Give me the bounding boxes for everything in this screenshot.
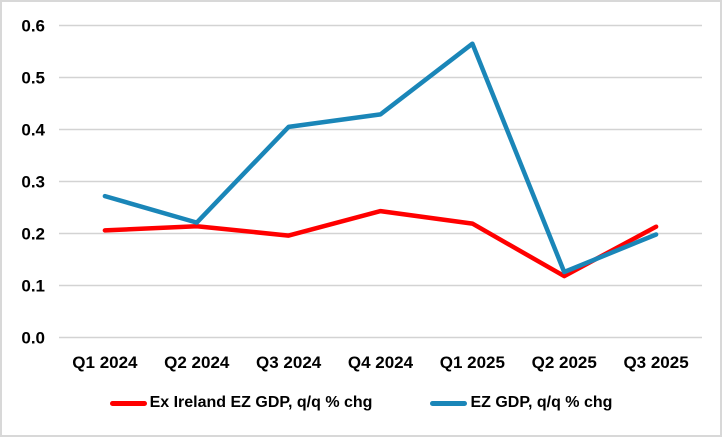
x-axis-tick-label: Q4 2024: [348, 353, 414, 372]
y-axis-tick-label: 0.1: [21, 277, 45, 296]
x-axis-tick-label: Q1 2024: [72, 353, 138, 372]
legend-label-ez-gdp: EZ GDP, q/q % chg: [470, 394, 613, 411]
legend-line-swatch-red: [109, 400, 147, 406]
legend: Ex Ireland EZ GDP, q/q % chg EZ GDP, q/q…: [2, 394, 720, 412]
x-axis-tick-label: Q2 2025: [532, 353, 597, 372]
line-chart-plot-area: 0.0 0.1 0.2 0.3 0.4 0.5 0.6 Q1 2024 Q2 2024 Q3 20…: [21, 17, 702, 372]
x-axis-tick-label: Q2 2024: [164, 353, 230, 372]
x-axis-tick-label: Q3 2025: [623, 353, 688, 372]
series-line-ex-ireland-ez-gdp: [102, 208, 659, 279]
series-line-ez-gdp: [102, 41, 659, 275]
x-axis-tick-label: Q3 2024: [256, 353, 322, 372]
legend-line-swatch-blue: [430, 400, 468, 406]
y-axis-tick-label: 0.2: [21, 225, 45, 244]
legend-item-ez-gdp[interactable]: EZ GDP, q/q % chg: [430, 394, 612, 412]
legend-item-ex-ireland-ez-gdp[interactable]: Ex Ireland EZ GDP, q/q % chg: [109, 394, 373, 412]
y-axis-tick-label: 0.4: [21, 121, 45, 140]
y-axis-tick-label: 0.3: [21, 173, 45, 192]
legend-label-ex-ireland-ez-gdp: Ex Ireland EZ GDP, q/q % chg: [149, 394, 373, 411]
y-axis-tick-label: 0.6: [21, 17, 45, 36]
x-axis-tick-label: Q1 2025: [440, 353, 505, 372]
y-axis-tick-label: 0.5: [21, 69, 45, 88]
y-axis-tick-label: 0.0: [21, 329, 45, 348]
